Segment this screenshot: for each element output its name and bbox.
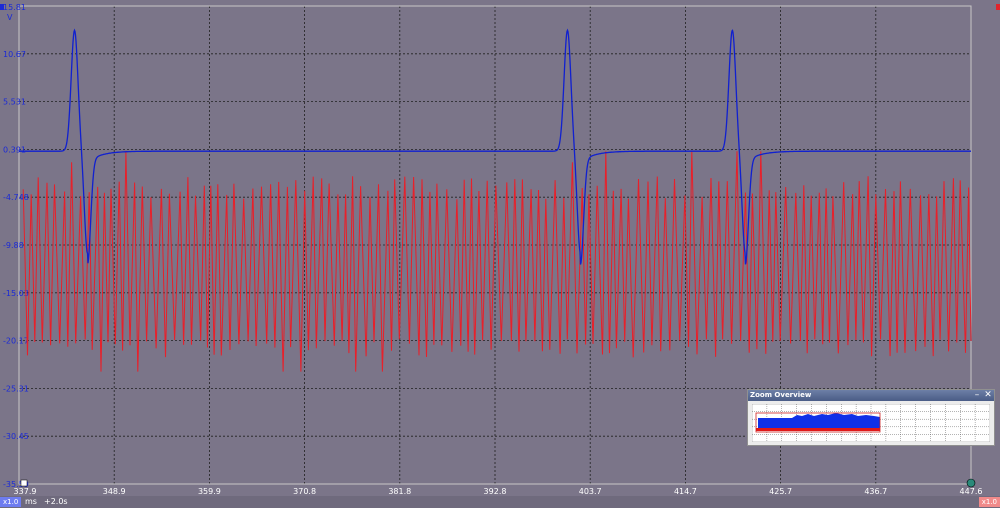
zoom-selection-box[interactable] xyxy=(755,412,881,433)
left-scale-badge[interactable]: x1.0 xyxy=(0,497,22,507)
x-axis-label-10: 447.6 xyxy=(960,487,983,496)
zoom-overview-title-bar[interactable]: Zoom Overview – ✕ xyxy=(748,390,994,401)
x-axis-label-8: 425.7 xyxy=(769,487,792,496)
left-axis-label-0: 15.81 xyxy=(3,3,26,12)
x-axis-label-5: 392.8 xyxy=(484,487,507,496)
zoom-red-overview xyxy=(756,428,880,431)
left-axis-label-2: 5.531 xyxy=(3,98,26,107)
left-axis-label-10: -35.59 xyxy=(3,480,29,489)
plot-grid xyxy=(18,5,972,485)
right-channel-marker[interactable] xyxy=(996,4,1000,10)
zoom-overview-plot[interactable] xyxy=(752,404,990,442)
bottom-status-bar: x1.0 ms +2.0s x1.0 xyxy=(0,496,1000,508)
left-axis-unit: V xyxy=(7,13,13,22)
right-scale-badge[interactable]: x1.0 xyxy=(978,497,1000,507)
left-axis-labels: 15.81 10.67 5.531 0.391 -4.748 -9.88 -15.03 -20… xyxy=(3,3,29,489)
close-button[interactable]: ✕ xyxy=(984,390,992,400)
left-axis-label-7: -20.17 xyxy=(3,337,29,346)
left-axis-label-6: -15.03 xyxy=(3,289,29,298)
left-channel-marker[interactable] xyxy=(0,4,4,10)
x-axis-label-0: 337.9 xyxy=(14,487,37,496)
zoom-blue-overview xyxy=(756,413,880,431)
x-axis-label-4: 381.8 xyxy=(388,487,411,496)
x-axis-label-9: 436.7 xyxy=(864,487,887,496)
time-step: +2.0s xyxy=(44,497,68,506)
x-axis-label-2: 359.9 xyxy=(198,487,221,496)
left-axis-label-3: 0.391 xyxy=(3,145,26,154)
time-unit: ms xyxy=(25,497,37,506)
red-trace xyxy=(22,151,972,372)
x-axis-label-3: 370.8 xyxy=(293,487,316,496)
cursor-start-handle[interactable] xyxy=(20,479,28,487)
minimize-button[interactable]: – xyxy=(974,390,980,400)
x-axis-label-1: 348.9 xyxy=(103,487,126,496)
cursor-end-handle[interactable] xyxy=(966,478,976,488)
x-axis-labels: 337.9 348.9 359.9 370.8 381.8 392.8 403.7 414.7… xyxy=(14,487,983,496)
left-axis-label-5: -9.88 xyxy=(3,241,24,250)
blue-trace xyxy=(19,28,971,265)
zoom-overview-title: Zoom Overview xyxy=(750,391,812,399)
left-axis-label-1: 10.67 xyxy=(3,50,26,59)
left-axis-label-4: -4.748 xyxy=(3,193,29,202)
plot-frame xyxy=(18,5,972,485)
left-axis-label-8: -25.31 xyxy=(3,384,29,393)
left-axis-label-9: -30.45 xyxy=(3,432,29,441)
x-axis-label-7: 414.7 xyxy=(674,487,697,496)
x-axis-label-6: 403.7 xyxy=(579,487,602,496)
zoom-overview-window[interactable]: Zoom Overview – ✕ xyxy=(747,389,995,446)
